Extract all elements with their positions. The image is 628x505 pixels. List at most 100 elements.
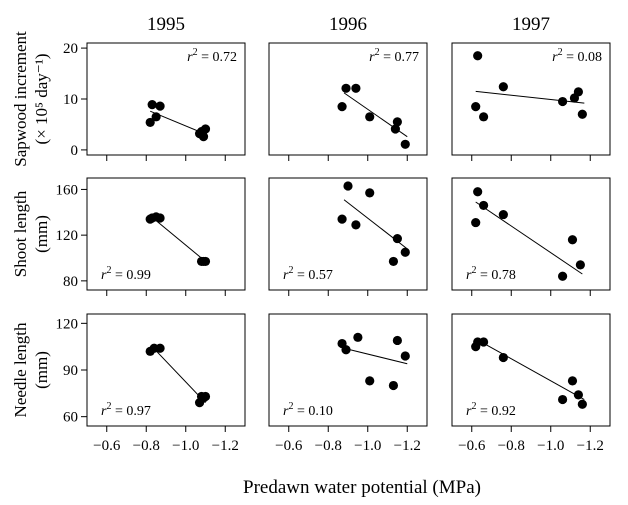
r-squared-label: r2 = 0.97 [101,401,151,419]
data-point [577,109,587,119]
data-point [200,256,211,267]
data-point [200,124,211,134]
data-point [392,117,402,127]
x-tick-label: −1.0 [354,438,381,454]
panel-1997-row-1: r2 = 0.08 [451,42,611,161]
x-axis-label: Predawn water potential (MPa) [243,477,481,498]
data-point [479,112,489,122]
row-2: Shoot length (mm) 80 120 160 r2 = 0.99 r2 = 0.… [11,177,611,296]
r-squared-label: r2 = 0.92 [466,401,516,419]
data-point [400,247,410,257]
y-axis-label-line: (mm) [32,351,51,389]
panel-1997-row-3: −0.6 −0.8 −1.0 −1.2 r2 = 0.92 [451,313,611,454]
x-tick-label: −1.2 [212,438,239,454]
panel-frame [451,313,611,427]
y-tick-label: 120 [56,316,79,332]
data-point [498,82,508,92]
data-point [577,399,587,409]
panel-frame [268,177,428,291]
r-squared-label: r2 = 0.08 [552,47,602,65]
r-squared-label: r2 = 0.72 [187,47,237,65]
r-squared-value: 0.57 [308,268,333,283]
x-tick-label: −0.6 [93,438,121,454]
column-title-1997: 1997 [512,14,550,35]
data-point [198,132,209,142]
data-point [365,112,375,122]
panel-1996-row-3: −0.6 −0.8 −1.0 −1.2 r2 = 0.10 [268,313,428,454]
data-point [341,345,351,355]
data-point [351,220,361,230]
data-point [351,83,361,93]
panel-frame [86,177,246,291]
data-point [388,256,399,267]
y-axis-label-line: Sapwood increment [11,31,30,167]
data-point [558,271,568,281]
panel-frame [451,177,611,291]
data-point [400,351,410,361]
r-squared-value: 0.10 [308,404,333,419]
r-squared-value: 0.97 [126,404,151,419]
x-tick-label: −1.0 [537,438,564,454]
data-point [388,380,399,391]
data-point [498,352,508,363]
data-point [392,233,402,244]
data-point [390,124,400,134]
r-squared-value: 0.78 [491,268,516,283]
r-squared-label: r2 = 0.57 [283,265,333,283]
data-point [400,139,410,149]
data-point [473,187,483,197]
r-squared-value: 0.08 [578,50,603,65]
regression-line [475,90,585,104]
panel-1995-row-2: 80 120 160 r2 = 0.99 [56,177,246,296]
x-tick-label: −0.6 [458,438,486,454]
y-tick-label: 0 [71,143,79,159]
y-tick-label: 80 [63,274,78,290]
x-tick-label: −0.8 [133,438,160,454]
r-squared-value: 0.92 [491,404,516,419]
data-point [145,117,155,128]
row-1: Sapwood increment (× 10⁵ day⁻¹) 0 10 20 r2 = … [11,31,611,167]
panel-1995-row-3: 60 90 120 −0.6 −0.8 −1.0 −1.2 r2 = 0.97 [56,313,246,454]
data-point [471,217,481,228]
data-point [341,83,351,93]
data-point [155,213,165,223]
data-point [498,209,508,220]
data-point [558,394,568,405]
column-title-1996: 1996 [329,14,367,35]
data-point [337,214,347,224]
row-3: Needle length (mm) 60 90 120 −0.6 −0.8 −1.0 −1.2… [11,313,611,454]
data-point [155,343,165,353]
data-point [365,376,375,386]
data-point [575,260,585,270]
data-point [573,87,584,97]
regression-line [151,346,206,404]
data-point [200,391,211,402]
data-point [155,101,165,111]
data-point [353,332,363,342]
data-point [151,112,161,122]
regression-line [149,215,206,262]
panel-frame [451,42,611,156]
panel-frame [268,313,428,427]
data-point [479,200,489,211]
y-axis-label-line: (× 10⁵ day⁻¹) [32,54,51,145]
data-point [479,337,489,347]
y-axis-label-line: (mm) [32,215,51,253]
data-point [337,102,347,112]
y-tick-label: 90 [63,363,78,379]
data-point [567,376,578,386]
x-tick-label: −0.8 [315,438,342,454]
x-tick-label: −0.8 [498,438,525,454]
data-point [343,181,353,191]
y-tick-label: 120 [56,228,79,244]
y-tick-label: 10 [63,92,78,108]
r-squared-value: 0.99 [126,268,151,283]
regression-line [475,338,585,400]
data-point [567,235,578,245]
regression-line [475,201,583,275]
data-point [365,188,375,198]
x-tick-label: −1.0 [172,438,199,454]
r-squared-label: r2 = 0.77 [369,47,419,65]
data-point [471,102,481,112]
